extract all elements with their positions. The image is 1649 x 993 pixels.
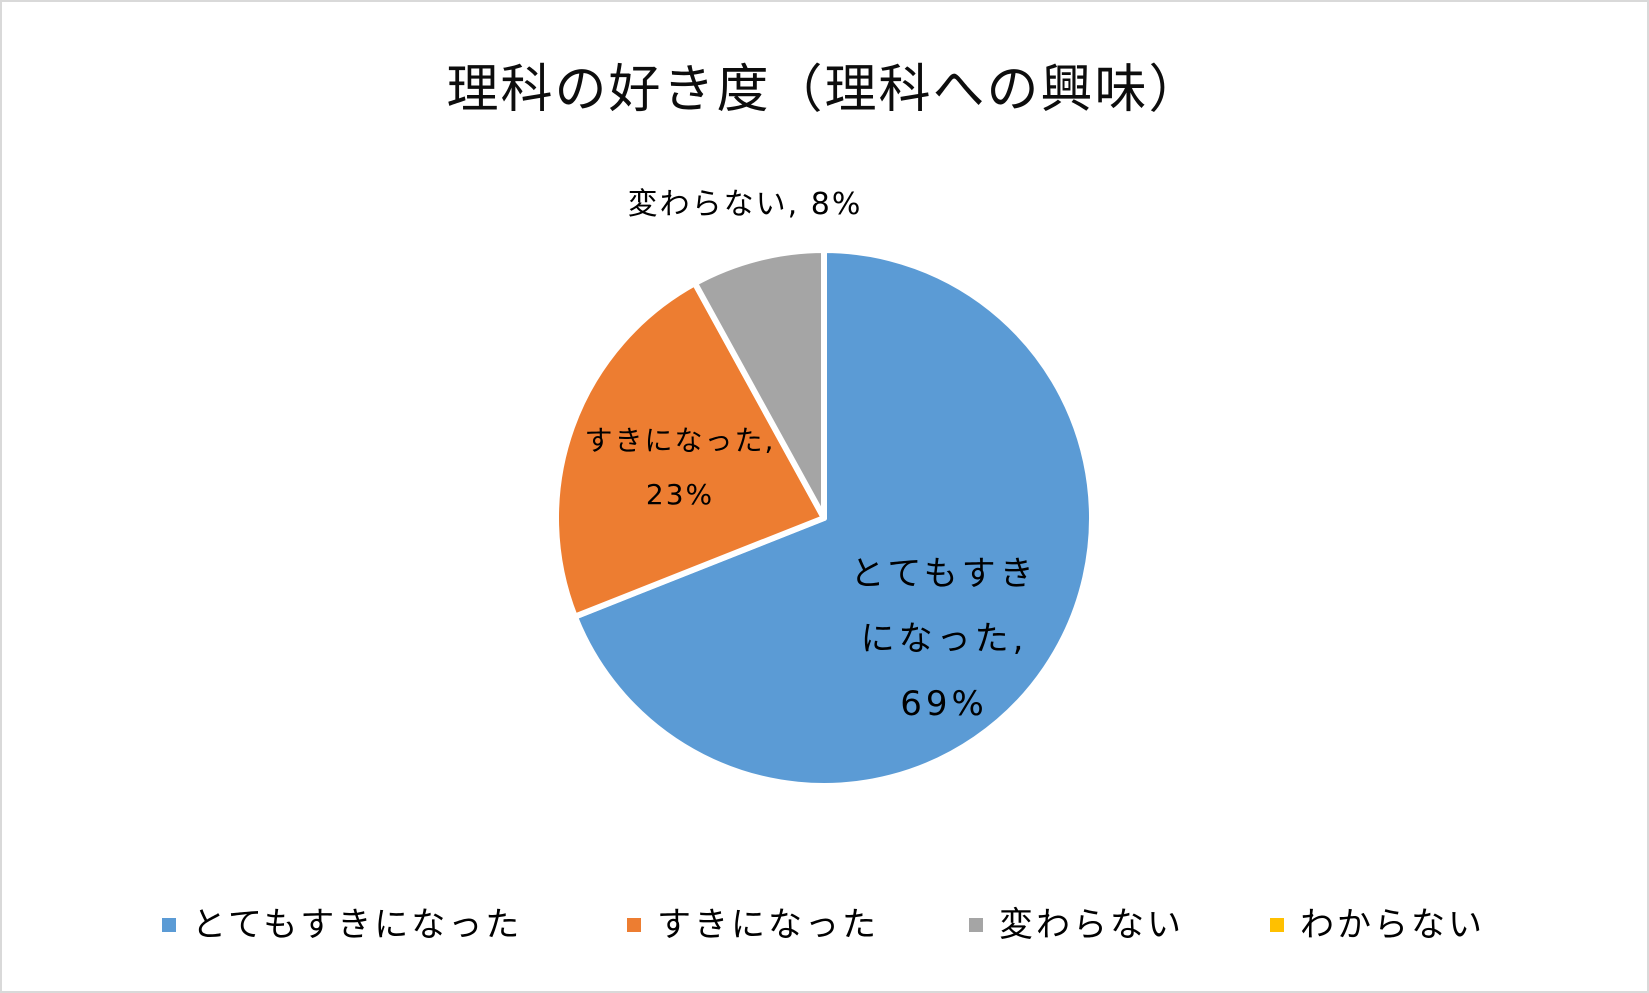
data-label-text: 変わらない, 8% <box>627 187 863 222</box>
legend-label: 変わらない <box>999 905 1184 945</box>
data-label-very-liked: とてもすき になった, 69% <box>834 542 1054 737</box>
pie-slice-liked <box>553 280 827 620</box>
legend-item-unknown: わからない <box>1270 903 1485 947</box>
data-label-text: すきになった, <box>584 424 776 457</box>
data-label-liked: すきになった, 23% <box>560 414 800 522</box>
chart-legend: とてもすきになった すきになった 変わらない わからない <box>0 903 1649 947</box>
legend-swatch-icon <box>162 918 176 932</box>
legend-label: すきになった <box>657 905 879 945</box>
data-label-value: 69% <box>900 684 988 724</box>
legend-label: とてもすきになった <box>192 905 523 945</box>
legend-item-unchanged: 変わらない <box>969 903 1184 947</box>
legend-swatch-icon <box>969 918 983 932</box>
legend-swatch-icon <box>627 918 641 932</box>
pie-slice-unchanged <box>691 247 827 521</box>
pie-slice-very-liked <box>571 247 1095 789</box>
legend-label: わからない <box>1300 905 1485 945</box>
data-label-unchanged: 変わらない, 8% <box>560 186 930 224</box>
data-label-text: とてもすき <box>850 554 1038 594</box>
legend-item-very-liked: とてもすきになった <box>162 903 522 947</box>
chart-title: 理科の好き度（理科への興味） <box>446 60 1203 120</box>
data-label-value: 23% <box>645 478 715 511</box>
legend-swatch-icon <box>1270 918 1284 932</box>
legend-item-liked: すきになった <box>627 903 879 947</box>
pie-slices <box>553 247 1095 789</box>
data-label-text: になった, <box>860 619 1028 659</box>
